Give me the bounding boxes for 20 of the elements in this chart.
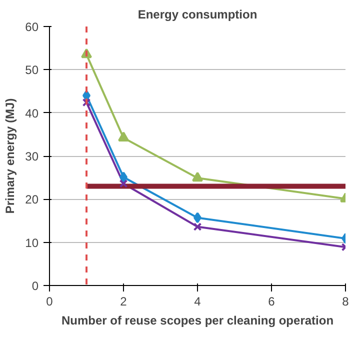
y-tick-label: 0: [32, 279, 39, 293]
x-tick-label: 0: [46, 294, 54, 308]
y-tick-label: 50: [25, 63, 39, 78]
y-tick-label: 40: [25, 106, 39, 120]
x-tick-label: 6: [268, 294, 276, 308]
y-tick-label: 60: [25, 20, 39, 34]
y-tick-label: 10: [25, 236, 39, 250]
point: [118, 132, 129, 142]
point: [82, 98, 91, 107]
y-tick-label: 30: [25, 150, 39, 164]
point: [119, 179, 128, 188]
x-axis-title: Number of reuse scopes per cleaning operation: [61, 314, 334, 328]
y-axis-title: Primary energy (MJ): [3, 98, 18, 214]
x-tick-label: 2: [120, 294, 128, 308]
y-tick-label: 20: [25, 192, 39, 207]
point: [192, 172, 203, 182]
point: [193, 222, 202, 231]
chart-title: Energy consumption: [138, 8, 258, 22]
x-tick-label: 8: [342, 294, 350, 308]
x-tick-label: 4: [194, 294, 202, 308]
